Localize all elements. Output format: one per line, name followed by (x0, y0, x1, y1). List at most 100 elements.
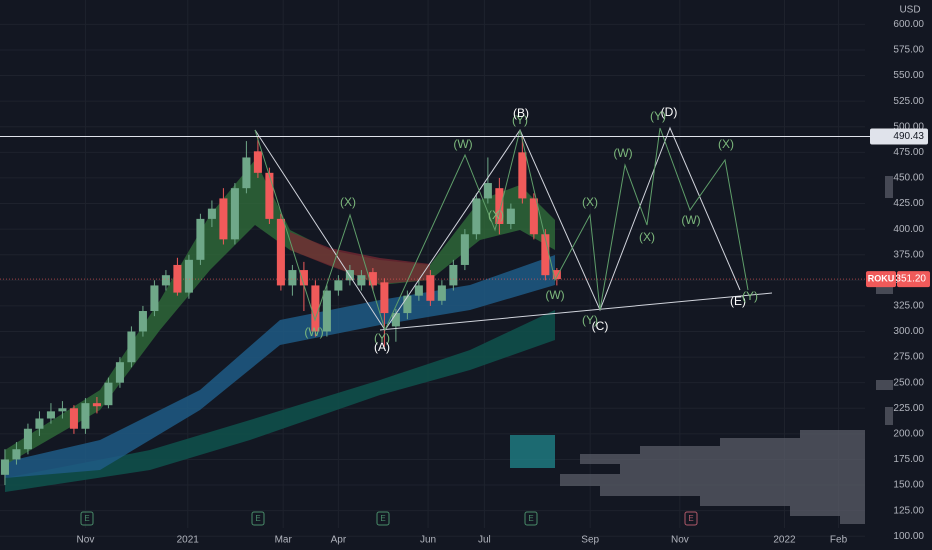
candle-body (58, 408, 67, 412)
candle-body (138, 311, 147, 332)
candle-body (161, 275, 170, 286)
candle-body (334, 280, 343, 291)
y-tick-label: 375.00 (893, 249, 924, 260)
x-tick-label: Nov (671, 535, 689, 546)
earnings-marker (80, 511, 94, 526)
candle-body (380, 282, 389, 314)
candle-body (196, 218, 205, 260)
wave-annotation: (W) (613, 146, 632, 160)
candle-body (0, 459, 9, 475)
y-tick-label: 125.00 (893, 505, 924, 516)
y-tick-label: 225.00 (893, 403, 924, 414)
candle-body (115, 362, 124, 383)
earnings-label: E (380, 514, 385, 523)
candle-body (81, 403, 90, 429)
x-tick-label: 2021 (177, 535, 200, 546)
earnings-marker (684, 511, 698, 526)
symbol-label: ROKU (868, 273, 895, 283)
candle-body (541, 234, 550, 276)
x-tick-label: 2022 (773, 535, 796, 546)
wave-annotation: (Y) (374, 331, 390, 345)
candle-body (299, 270, 308, 286)
candle-body (253, 151, 262, 173)
candle-body (69, 408, 78, 429)
candles (0, 136, 561, 486)
y-tick-label: 100.00 (893, 531, 924, 542)
candle-body (92, 403, 101, 407)
wave-annotation: (X) (488, 208, 504, 222)
candle-body (265, 172, 274, 219)
x-tick-label: Jul (478, 535, 491, 546)
y-tick-label: 525.00 (893, 96, 924, 107)
candle-body (391, 313, 400, 327)
candle-body (322, 290, 331, 332)
candle-body (357, 275, 366, 286)
y-tick-label: 550.00 (893, 70, 924, 81)
wave-annotation: (E) (730, 294, 746, 308)
wave-annotation: (X) (340, 195, 356, 209)
overlay: USD 600.00 575.00 550.00 525.00 500.00 475.00 4… (0, 5, 930, 546)
last-price: 351.20 (895, 274, 926, 285)
candle-body (35, 418, 44, 429)
red-ribbon (290, 232, 430, 284)
candle-body (46, 411, 55, 419)
currency-label: USD (899, 5, 920, 16)
y-tick-label: 150.00 (893, 480, 924, 491)
wave-annotation: (X) (718, 137, 734, 151)
wave-annotation: (Y) (582, 313, 598, 327)
wave-annotation: (Y) (742, 289, 758, 303)
candle-body (242, 157, 251, 189)
candle-body (552, 270, 561, 280)
candle-body (483, 183, 492, 199)
x-tick-label: Jun (420, 535, 436, 546)
teal-ribbon (5, 310, 555, 492)
resistance-price: 490.43 (893, 131, 924, 142)
wave-annotation: (X) (639, 230, 655, 244)
earnings-marker (524, 511, 538, 526)
wave-annotation: (C) (592, 319, 609, 333)
y-tick-label: 450.00 (893, 173, 924, 184)
x-tick-label: Mar (275, 535, 293, 546)
candle-body (495, 188, 504, 225)
candle-body (506, 208, 515, 225)
wave-annotation: (Y) (512, 113, 528, 127)
candle-body (414, 285, 423, 296)
x-tick-label: Sep (581, 535, 599, 546)
candle-body (12, 449, 21, 460)
blue-ribbon (5, 255, 555, 478)
earnings-marker (376, 511, 390, 526)
x-tick-label: Nov (77, 535, 95, 546)
candle-body (219, 198, 228, 240)
symbol-box (866, 271, 896, 288)
wave-annotation: (W) (304, 325, 323, 339)
trend-line (379, 292, 773, 331)
candle-body (368, 272, 377, 286)
candle-body (426, 275, 435, 301)
y-tick-label: 275.00 (893, 352, 924, 363)
candle-body (460, 234, 469, 265)
y-tick-label: 575.00 (893, 45, 924, 56)
y-tick-label: 500.00 (893, 121, 924, 132)
wave-annotation: (B) (513, 106, 529, 120)
last-price-box (897, 271, 930, 288)
candle-body (437, 285, 446, 301)
candle-body (288, 270, 297, 286)
y-tick-label: 400.00 (893, 224, 924, 235)
y-tick-label: 300.00 (893, 326, 924, 337)
wave-annotation: (W) (681, 213, 700, 227)
sub-wave-line (254, 127, 749, 332)
wave-annotation: (D) (661, 105, 678, 119)
y-tick-label: 325.00 (893, 301, 924, 312)
volume-profile (560, 176, 893, 524)
candle-body (529, 198, 538, 235)
earnings-marker (251, 511, 265, 526)
wave-annotation: (X) (582, 195, 598, 209)
projection-box (510, 435, 555, 468)
y-tick-label: 175.00 (893, 454, 924, 465)
wave-annotation: (A) (374, 340, 390, 354)
candle-body (104, 382, 113, 406)
y-tick-label: 200.00 (893, 429, 924, 440)
candle-body (207, 208, 216, 219)
candle-body (518, 152, 527, 199)
